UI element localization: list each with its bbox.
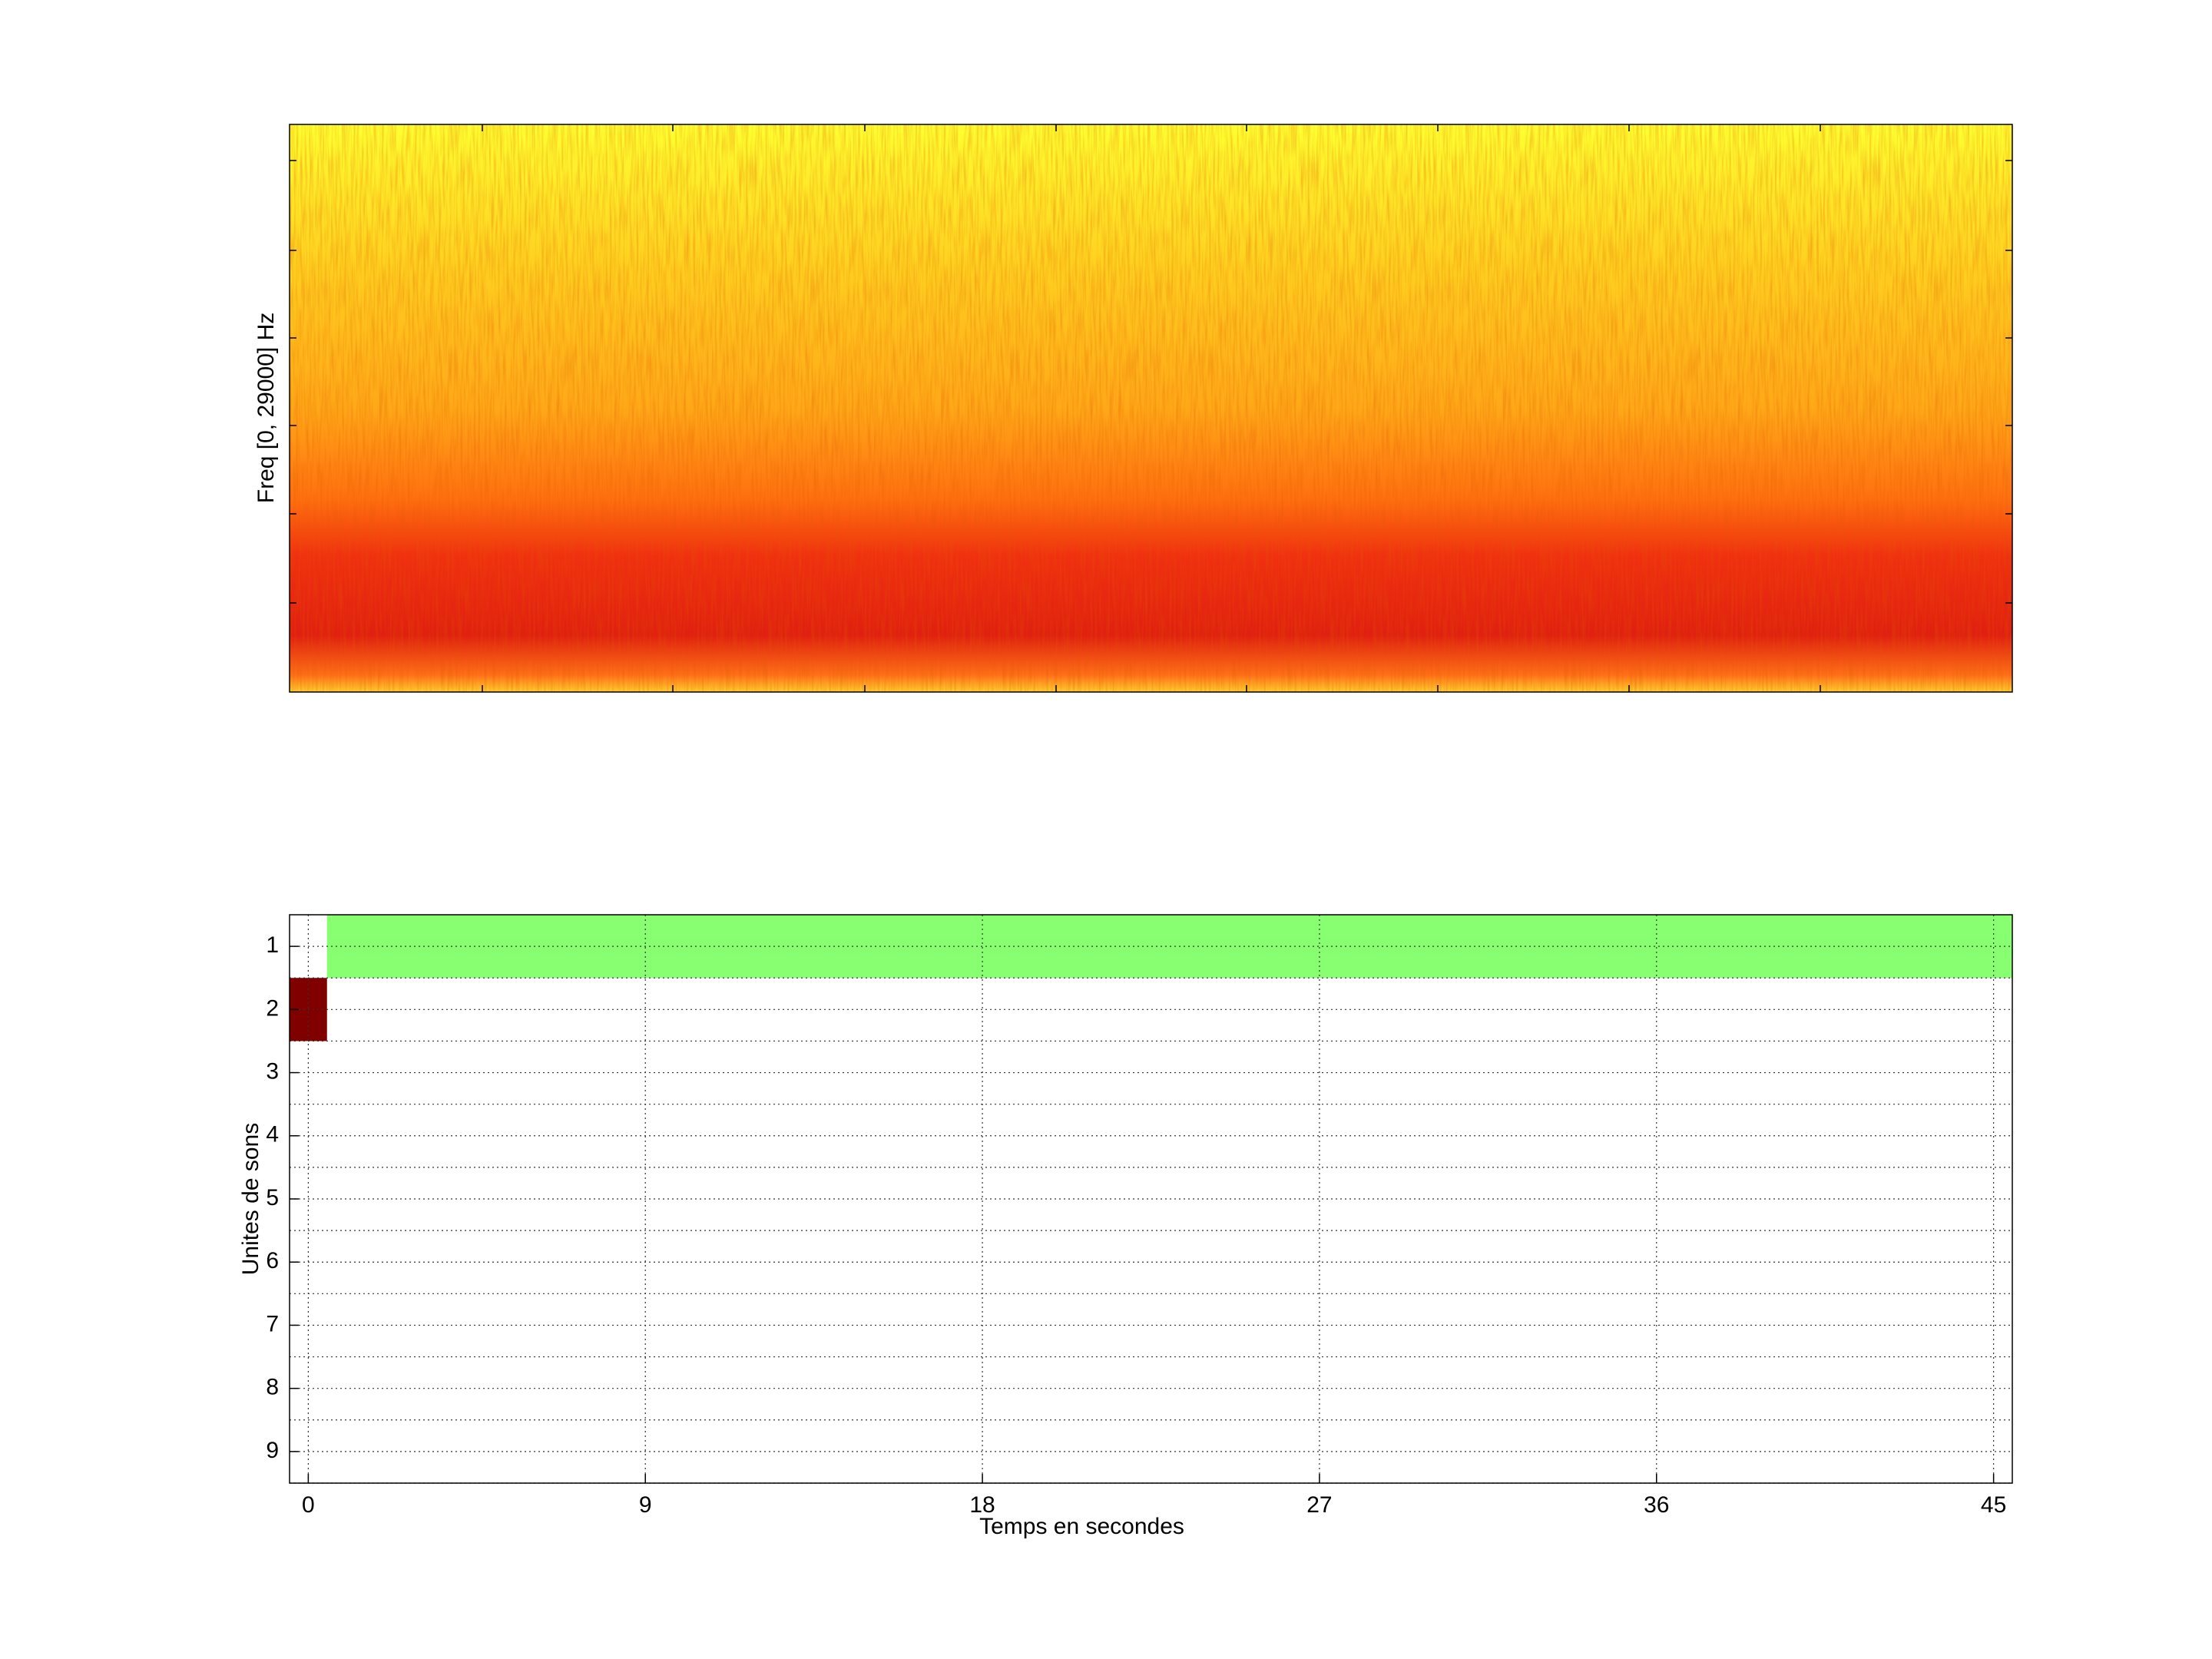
spectrogram-ticks <box>290 124 2012 692</box>
spectrogram-texture <box>290 124 2012 692</box>
segment <box>326 915 2013 979</box>
tick-marks <box>290 124 2012 692</box>
y-tick-label: 1 <box>266 932 279 958</box>
x-tick-label: 45 <box>1981 1492 2006 1518</box>
y-tick-label: 5 <box>266 1185 279 1210</box>
plot-frame <box>289 914 2013 1484</box>
spectrogram-panel: Freq [0, 29000] Hz <box>253 124 2013 693</box>
plot-frame <box>289 124 2013 693</box>
x-axis-label: Temps en secondes <box>979 1514 1184 1539</box>
x-tick-label: 18 <box>969 1492 995 1518</box>
x-tick-label: 27 <box>1306 1492 1332 1518</box>
y-tick-label: 8 <box>266 1375 279 1400</box>
y-tick-label: 6 <box>266 1248 279 1273</box>
y-tick-label: 7 <box>266 1311 279 1336</box>
y-tick-label: 3 <box>266 1058 279 1084</box>
y-axis-label: Unites de sons <box>238 1123 263 1275</box>
x-tick-label: 9 <box>639 1492 652 1518</box>
x-tick-label: 36 <box>1644 1492 1669 1518</box>
y-axis-label: Freq [0, 29000] Hz <box>253 313 279 503</box>
y-tick-label: 2 <box>266 995 279 1021</box>
x-tick-label: 0 <box>302 1492 315 1518</box>
y-tick-label: 4 <box>266 1122 279 1147</box>
y-tick-label: 9 <box>266 1438 279 1463</box>
